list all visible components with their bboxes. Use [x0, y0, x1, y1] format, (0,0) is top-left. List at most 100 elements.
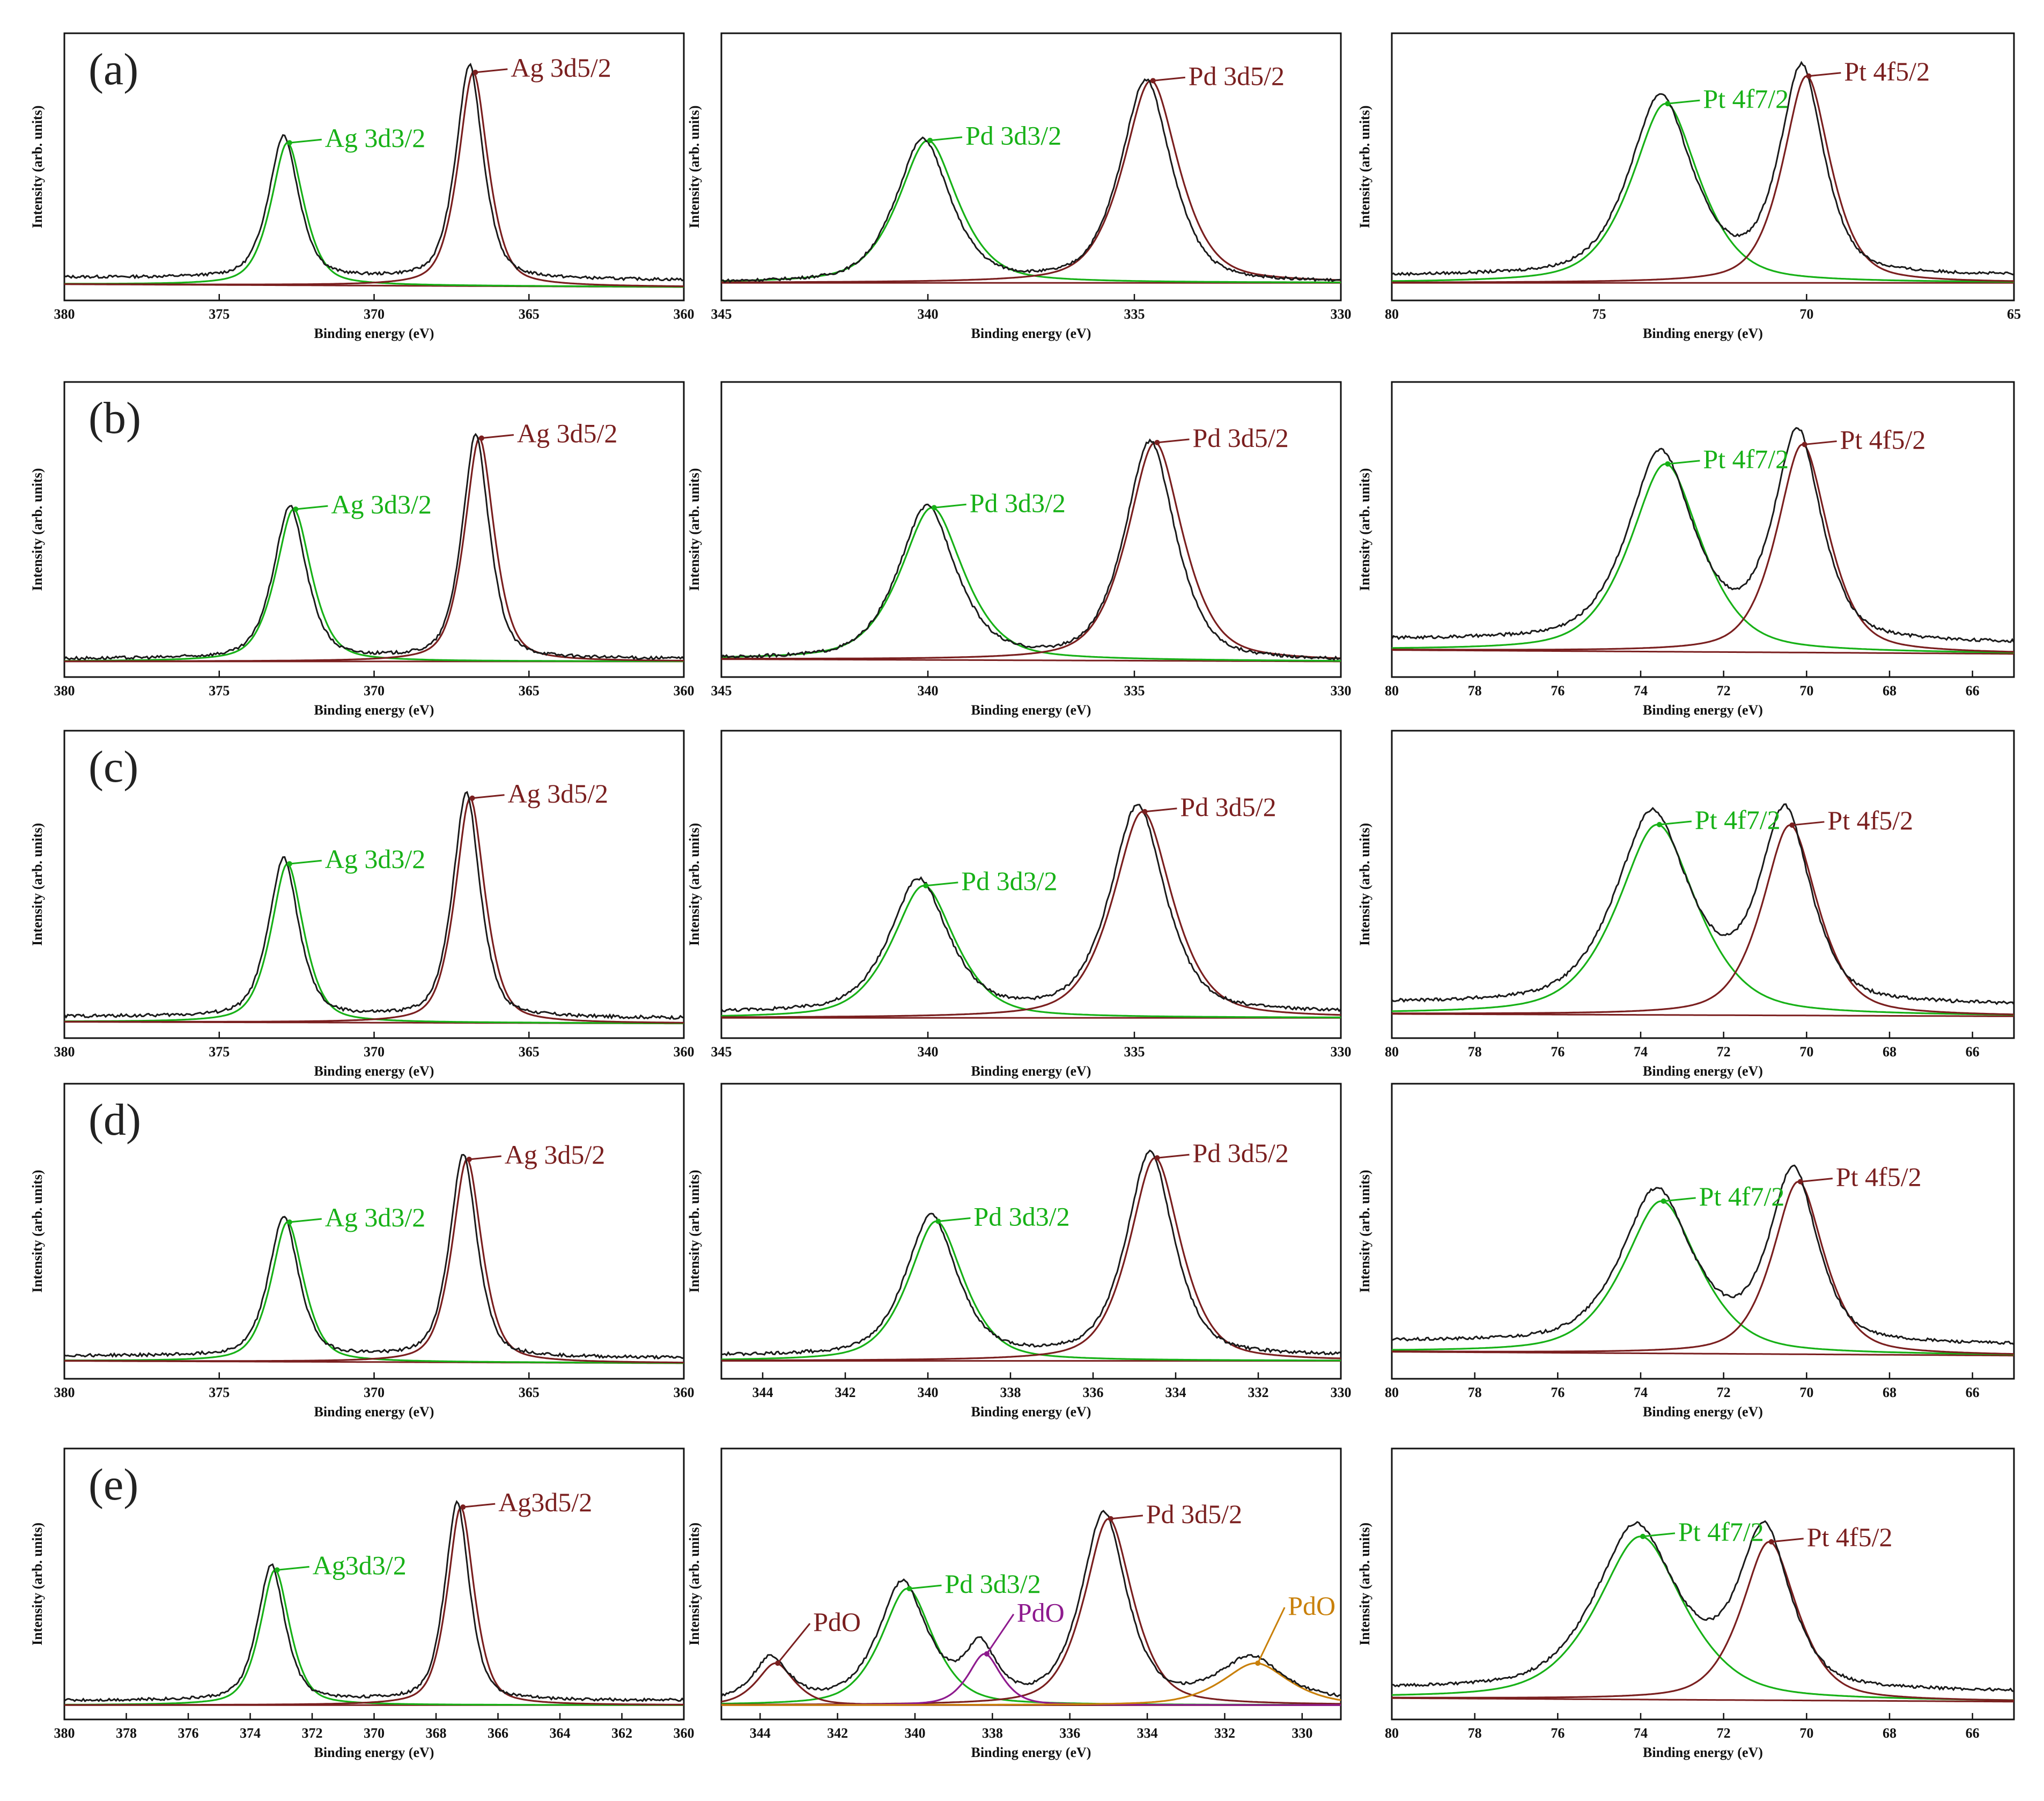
y-axis-label: Intensity (arb. units)	[29, 823, 45, 946]
baseline-curve	[1392, 1013, 2014, 1017]
fit-peak-pd-3d3-2	[721, 1220, 1341, 1362]
fit-peak-ag-3d5-2	[64, 1158, 684, 1364]
x-tick-label: 76	[1551, 1044, 1565, 1060]
peak-label: Pt 4f7/2	[1703, 84, 1789, 114]
peak-label: Pt 4f5/2	[1840, 424, 1926, 454]
x-tick-label: 70	[1799, 683, 1813, 699]
chart-panel-c-pt: 80 78 76 74 72 70 68 66 Binding energy (eV) Inten…	[1357, 730, 2015, 1079]
plot-frame	[1391, 730, 2015, 1039]
arrow-head	[775, 1660, 781, 1666]
x-tick-label: 344	[752, 1385, 773, 1400]
x-tick-label: 360	[674, 306, 695, 322]
x-tick-label: 330	[1331, 1385, 1352, 1400]
chart-panel-e-ag: 380 378 376 374 372 370 368 366 364 362 360 Binding…	[29, 1447, 695, 1760]
fit-peak-pt-4f7-2	[1392, 463, 2014, 653]
panel-letter: (a)	[88, 45, 138, 94]
x-axis-label: Binding energy (eV)	[314, 702, 434, 718]
x-tick-label: 334	[1137, 1725, 1158, 1741]
chart-panel-a-pt: 80 75 70 65 Binding energy (eV) Intensity (ar…	[1357, 32, 2021, 341]
peak-label: Pd 3d3/2	[965, 121, 1061, 151]
fit-peak-pt-4f5-2	[1392, 75, 2014, 283]
x-tick-label: 66	[1966, 1725, 1980, 1741]
annotation-arrow	[277, 1565, 309, 1571]
plot-frame	[1391, 1083, 2015, 1380]
peak-label: Pd 3d5/2	[1146, 1499, 1242, 1529]
x-tick-label: 366	[488, 1725, 508, 1741]
x-tick-label: 72	[1717, 683, 1731, 699]
arrow-head	[1154, 1155, 1160, 1161]
chart-panel-a-pd: 345 340 335 330 Binding energy (eV) Intensity…	[687, 32, 1352, 341]
x-tick-label: 72	[1717, 1725, 1731, 1741]
fit-peak-pt-4f5-2	[1392, 1181, 2014, 1355]
x-tick-label: 78	[1468, 1385, 1482, 1400]
x-tick-label: 365	[519, 1044, 540, 1060]
fit-peak-pd-3d5-2	[721, 811, 1341, 1018]
peak-label: Pd 3d3/2	[970, 488, 1066, 518]
x-tick-label: 376	[178, 1725, 199, 1741]
panel-letter: (d)	[88, 1095, 141, 1145]
x-tick-label: 330	[1331, 683, 1352, 699]
x-tick-label: 78	[1468, 1725, 1482, 1741]
chart-panel-b-pt: 80 78 76 74 72 70 68 66 Binding energy (eV) Inten…	[1357, 381, 2015, 718]
x-tick-label: 340	[918, 306, 939, 322]
x-tick-label: 338	[982, 1725, 1003, 1741]
x-axis-label: Binding energy (eV)	[314, 326, 434, 341]
fit-peak-ag3d5-2	[64, 1506, 684, 1706]
x-axis-label: Binding energy (eV)	[1643, 702, 1763, 718]
x-axis-label: Binding energy (eV)	[314, 1404, 434, 1420]
panel-letter: (b)	[88, 393, 141, 443]
x-tick-label: 380	[54, 683, 75, 699]
fit-peak-pdo	[721, 1662, 1341, 1706]
peak-label: Pt 4f5/2	[1836, 1162, 1922, 1192]
annotation-arrow	[1792, 821, 1825, 826]
x-tick-label: 365	[519, 1385, 540, 1400]
x-tick-label: 330	[1331, 306, 1352, 322]
annotation-arrow	[469, 1155, 501, 1160]
annotation-arrow	[475, 68, 508, 73]
x-tick-label: 76	[1551, 1725, 1565, 1741]
x-tick-label: 68	[1883, 1044, 1897, 1060]
y-axis-label: Intensity (arb. units)	[1357, 1170, 1372, 1293]
x-tick-label: 342	[835, 1385, 856, 1400]
y-axis-label: Intensity (arb. units)	[1357, 106, 1372, 229]
y-axis-label: Intensity (arb. units)	[687, 106, 702, 229]
annotation-arrow	[1642, 1532, 1676, 1538]
arrow-head	[1768, 1539, 1774, 1545]
fit-peak-pt-4f5-2	[1392, 824, 2014, 1016]
annotation-arrow	[926, 881, 958, 887]
baseline-curve	[721, 658, 1341, 663]
peak-label: Pd 3d5/2	[1193, 1138, 1289, 1168]
chart-panel-b-ag: 380 375 370 365 360 Binding energy (eV) Intens…	[29, 381, 695, 718]
y-axis-label: Intensity (arb. units)	[1357, 468, 1372, 591]
annotation-arrow	[1145, 807, 1177, 813]
peak-label: Pt 4f5/2	[1844, 56, 1930, 86]
experimental-curve	[1391, 427, 2015, 643]
plot-frame	[63, 32, 685, 302]
peak-label: Ag 3d3/2	[325, 123, 426, 153]
annotation-arrow	[1157, 1153, 1190, 1159]
chart-panel-c-ag: 380 375 370 365 360 Binding energy (eV) Intens…	[29, 730, 695, 1079]
arrow-head	[1802, 442, 1807, 447]
peak-label: PdO	[813, 1607, 861, 1637]
x-tick-label: 378	[116, 1725, 137, 1741]
x-tick-label: 336	[1059, 1725, 1080, 1741]
arrow-head	[1665, 101, 1671, 107]
plot-frame	[720, 730, 1342, 1039]
x-tick-label: 75	[1592, 306, 1606, 322]
x-tick-label: 74	[1634, 1385, 1648, 1400]
x-tick-label: 65	[2007, 306, 2021, 322]
annotation-arrow	[1667, 99, 1700, 105]
arrow-head	[1142, 808, 1148, 814]
fit-peak-ag3d3-2	[64, 1569, 684, 1706]
experimental-curve	[1391, 803, 2015, 1005]
x-tick-label: 74	[1634, 683, 1648, 699]
x-tick-label: 360	[674, 683, 695, 699]
annotation-arrow	[938, 1217, 971, 1222]
plot-frame	[63, 1447, 685, 1721]
annotation-arrow	[1800, 1178, 1833, 1183]
panel-letter: (c)	[88, 742, 138, 792]
x-tick-label: 362	[611, 1725, 632, 1741]
chart-panel-e-pt: 80 78 76 74 72 70 68 66 Binding energy (eV) Inten…	[1357, 1447, 2015, 1760]
x-tick-label: 370	[364, 1385, 385, 1400]
